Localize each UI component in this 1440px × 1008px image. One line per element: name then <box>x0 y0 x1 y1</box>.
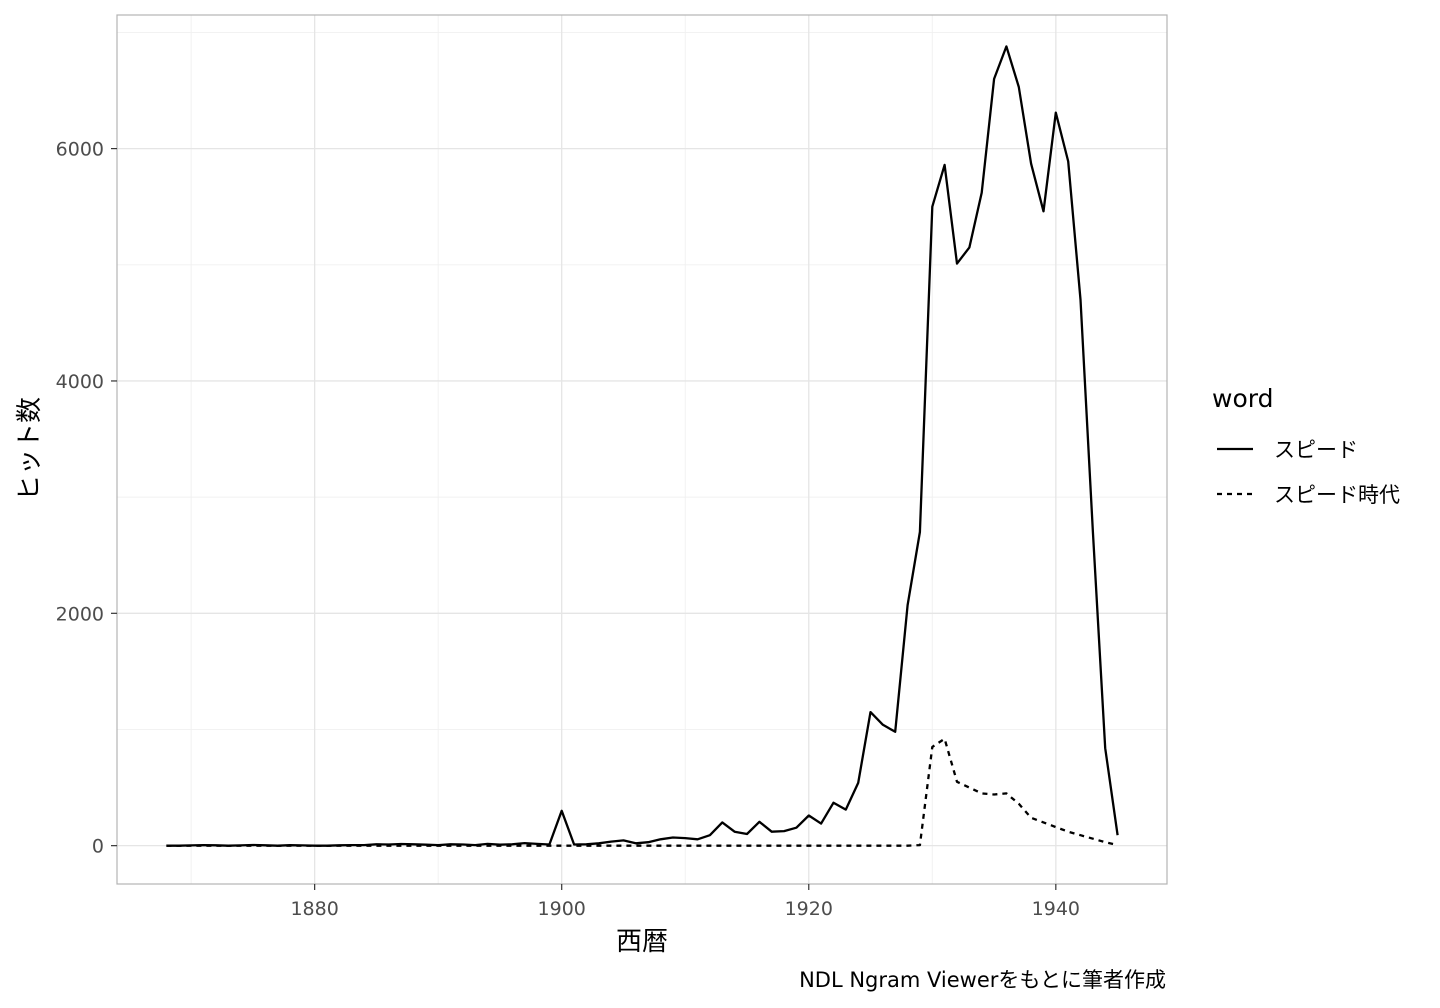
legend-title: word <box>1212 384 1273 413</box>
grid-lines <box>117 15 1167 884</box>
y-tick-label: 2000 <box>56 603 104 625</box>
x-tick-label: 1880 <box>290 898 338 920</box>
legend-label-2: スピード時代 <box>1274 483 1400 507</box>
series-line-1 <box>166 45 1119 847</box>
series-lines <box>166 45 1119 847</box>
y-axis-title: ヒット数 <box>15 397 45 501</box>
y-tick-label: 0 <box>92 836 104 858</box>
series-line-2 <box>166 737 1118 847</box>
legend-label-1: スピード <box>1274 438 1358 462</box>
panel-border <box>116 14 1168 885</box>
x-tick-label: 1920 <box>785 898 833 920</box>
x-tick-label: 1900 <box>538 898 586 920</box>
caption: NDL Ngram Viewerをもとに筆者作成 <box>799 968 1166 992</box>
x-tick-label: 1940 <box>1032 898 1080 920</box>
y-tick-label: 6000 <box>56 139 104 161</box>
x-axis-title: 西暦 <box>616 927 668 957</box>
y-axis-ticks: 0 2000 4000 6000 <box>56 139 117 858</box>
y-tick-label: 4000 <box>56 371 104 393</box>
x-axis-ticks: 1880 1900 1920 1940 <box>290 884 1080 920</box>
